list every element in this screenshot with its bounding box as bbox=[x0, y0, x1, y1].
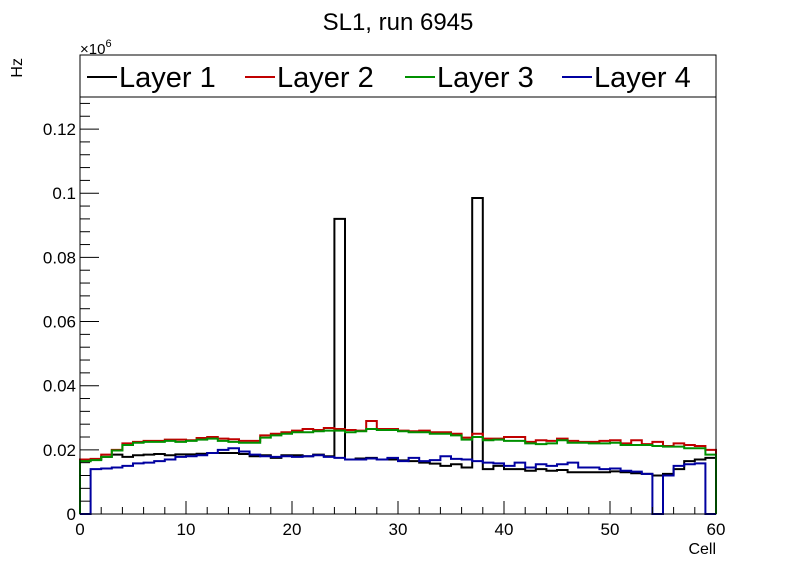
histogram-line-layer-3 bbox=[79, 428, 717, 514]
x-axis-title: Cell bbox=[688, 541, 716, 558]
y-tick-label: 0.04 bbox=[43, 377, 76, 396]
y-tick-label: 0.08 bbox=[43, 248, 76, 267]
x-tick-label: 30 bbox=[389, 520, 408, 539]
x-tick-label: 50 bbox=[601, 520, 620, 539]
x-tick-label: 40 bbox=[495, 520, 514, 539]
y-tick-label: 0.06 bbox=[43, 313, 76, 332]
histogram-line-layer-4 bbox=[80, 447, 716, 515]
y-tick-label: 0.1 bbox=[52, 184, 76, 203]
x-tick-label: 10 bbox=[177, 520, 196, 539]
y-axis-title: Hz bbox=[9, 58, 26, 78]
legend: Layer 1 Layer 2 Layer 3 Layer 4 bbox=[79, 54, 717, 98]
y-axis-multiplier: ×106 bbox=[80, 38, 112, 58]
x-tick-label: 20 bbox=[283, 520, 302, 539]
y-axis-multiplier-base: ×10 bbox=[80, 41, 105, 58]
legend-label-layer-3: Layer 3 bbox=[437, 62, 534, 94]
histogram-series-group bbox=[79, 197, 717, 515]
chart-title: SL1, run 6945 bbox=[323, 9, 474, 36]
legend-label-layer-1: Layer 1 bbox=[119, 62, 216, 94]
y-tick-label: 0.12 bbox=[43, 120, 76, 139]
legend-label-layer-2: Layer 2 bbox=[277, 62, 374, 94]
y-axis-multiplier-exponent: 6 bbox=[105, 38, 111, 50]
plot-frame bbox=[79, 96, 717, 515]
x-tick-label: 0 bbox=[75, 520, 84, 539]
axes-group: 0 10 20 30 40 50 60 0 0.02 0.04 0.06 0.08 0.1 0.12 bbox=[43, 96, 726, 539]
legend-label-layer-4: Layer 4 bbox=[594, 62, 691, 94]
y-tick-label: 0 bbox=[67, 505, 76, 524]
y-tick-label: 0.02 bbox=[43, 441, 76, 460]
x-tick-label: 60 bbox=[707, 520, 726, 539]
legend-box bbox=[79, 54, 717, 98]
histogram-line-layer-1 bbox=[79, 197, 717, 514]
